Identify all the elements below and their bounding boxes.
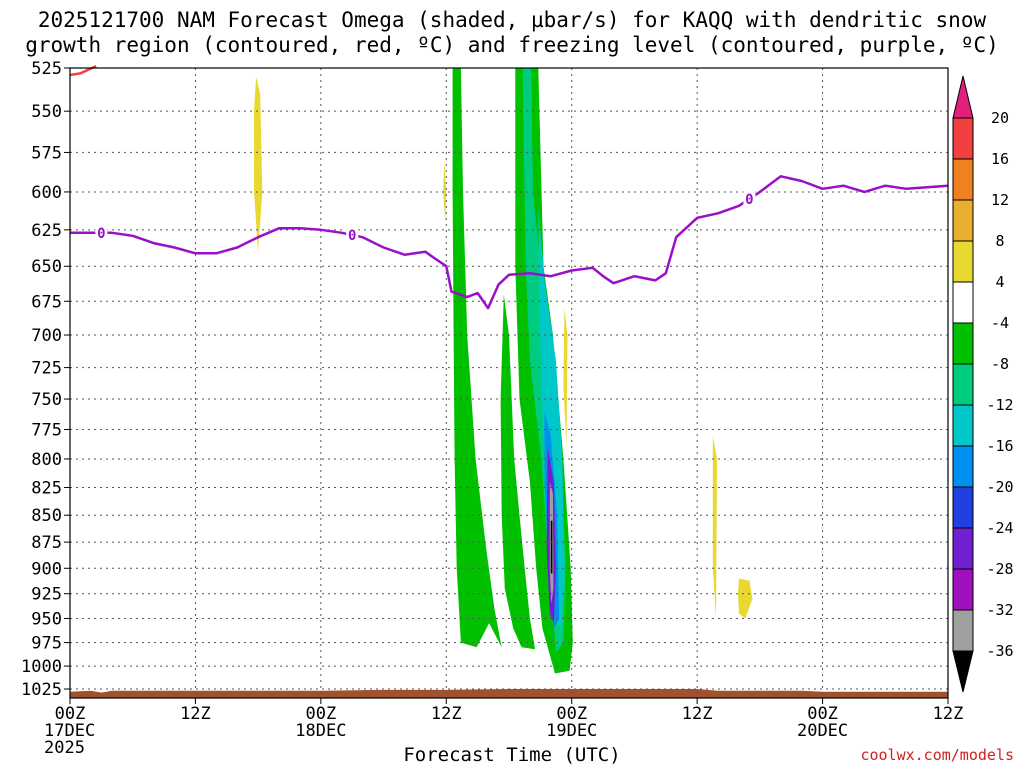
omega-region-4 [538,207,565,629]
colorbar-label-0: 20 [991,109,1009,127]
colorbar-band-2 [952,199,974,242]
colorbar-label-3: 8 [995,232,1004,250]
omega-region-11 [563,308,568,448]
x-tick-label-1-0: 12Z [180,704,211,724]
y-axis: 525 550 575 600 625 650 675 700 725 750 775 800 825 8… [21,59,70,700]
y-tick-label-14: 875 [31,533,62,553]
colorbar-label-13: -36 [986,642,1013,660]
y-tick-label-18: 975 [31,634,62,654]
colorbar-band-3 [952,240,974,283]
freezing-label-bg-2 [743,190,756,207]
colorbar-bottom-arrow [952,650,974,693]
y-tick-label-9: 750 [31,390,62,410]
colorbar-label-5: -4 [991,314,1009,332]
y-tick-label-4: 625 [31,221,62,241]
colorbar-band-5 [952,322,974,365]
omega-region-1 [500,294,536,650]
omega-region-13 [737,578,753,619]
x-tick-label-0-2: 2025 [44,738,85,758]
colorbar-label-1: 16 [991,150,1009,168]
colorbar-band-9 [952,486,974,529]
chart-title: 2025121700 NAM Forecast Omega (shaded, µ… [0,8,1024,58]
x-tick-label-0-0: 00Z [55,704,86,724]
y-tick-label-19: 1000 [21,657,62,677]
x-tick-label-5-0: 12Z [682,704,713,724]
x-tick-label-2-1: 18DEC [295,721,346,741]
y-tick-label-5: 650 [31,257,62,277]
freezing-level-contour: 0 0 0 [70,175,949,310]
x-axis-label: Forecast Time (UTC) [403,744,621,766]
terrain [70,689,948,698]
colorbar-band-4 [952,281,974,324]
y-tick-label-2: 575 [31,143,62,163]
colorbar-band-8 [952,445,974,488]
y-tick-label-15: 900 [31,559,62,579]
y-tick-label-17: 950 [31,609,62,629]
colorbar-label-6: -8 [991,355,1009,373]
terrain-fill [70,689,948,698]
y-tick-label-11: 800 [31,450,62,470]
y-tick-label-1: 550 [31,102,62,122]
colorbar-top-arrow [952,75,974,119]
omega-region-12 [712,435,717,619]
colorbar-band-11 [952,568,974,611]
x-tick-label-6-0: 00Z [807,704,838,724]
freezing-label-0: 0 [97,226,105,242]
gridlines [70,68,948,698]
y-tick-label-20: 1025 [21,680,62,700]
credit-text: coolwx.com/models [860,746,1014,764]
colorbar-band-12 [952,609,974,652]
x-tick-label-6-1: 20DEC [797,721,848,741]
colorbar-band-6 [952,363,974,406]
y-tick-label-13: 850 [31,506,62,526]
colorbar: 20 16 12 8 4 -4 -8 -12 -16 -20 -24 -28 -32 -36 [952,75,1014,693]
colorbar-band-0 [952,117,974,160]
colorbar-label-7: -12 [986,396,1013,414]
colorbar-label-12: -32 [986,601,1013,619]
colorbar-band-10 [952,527,974,570]
colorbar-band-1 [952,158,974,201]
freezing-label-2: 0 [745,192,753,208]
x-tick-label-4-0: 00Z [556,704,587,724]
colorbar-label-8: -16 [986,437,1013,455]
y-tick-label-6: 675 [31,292,62,312]
colorbar-band-7 [952,404,974,447]
freezing-level-line [70,175,949,310]
colorbar-label-10: -24 [986,519,1013,537]
omega-shading [254,68,753,674]
y-tick-label-16: 925 [31,585,62,605]
title-line-2: growth region (contoured, red, ºC) and f… [25,33,999,57]
x-tick-label-4-1: 19DEC [546,721,597,741]
plot-frame [69,67,949,699]
colorbar-label-11: -28 [986,560,1013,578]
y-tick-label-12: 825 [31,479,62,499]
y-tick-label-3: 600 [31,183,62,203]
freezing-label-bg-1 [346,227,359,244]
y-tick-label-7: 700 [31,326,62,346]
freezing-label-1: 0 [348,228,356,244]
colorbar-label-2: 12 [991,191,1009,209]
freezing-label-bg-0 [95,224,108,241]
omega-region-9 [254,76,263,252]
y-tick-label-10: 775 [31,420,62,440]
x-tick-label-2-0: 00Z [305,704,336,724]
x-tick-label-0-1: 17DEC [44,721,95,741]
x-tick-label-3-0: 12Z [431,704,462,724]
omega-region-10 [443,160,447,223]
colorbar-label-4: 4 [995,273,1004,291]
y-tick-label-0: 525 [31,59,62,79]
omega-region-0 [452,68,502,648]
omega-region-8 [550,520,553,574]
y-tick-label-8: 725 [31,359,62,379]
title-line-1: 2025121700 NAM Forecast Omega (shaded, µ… [37,8,987,32]
colorbar-label-9: -20 [986,478,1013,496]
x-tick-label-7-0: 12Z [933,704,964,724]
